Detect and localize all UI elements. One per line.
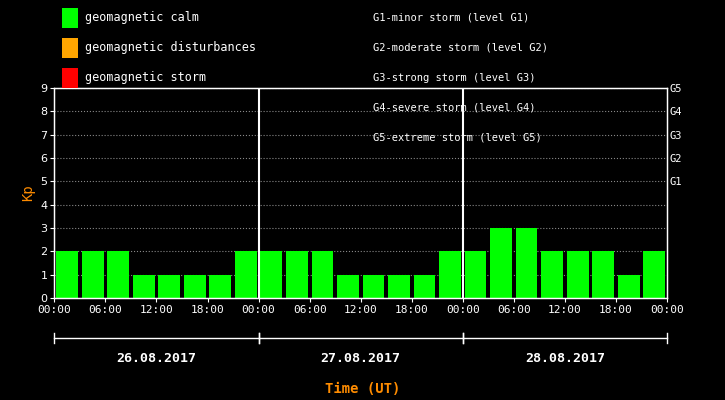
Bar — [567, 251, 589, 298]
Text: Time (UT): Time (UT) — [325, 382, 400, 396]
Bar — [210, 275, 231, 298]
Bar — [439, 251, 461, 298]
Bar — [158, 275, 180, 298]
Y-axis label: Kp: Kp — [21, 185, 35, 201]
Bar — [618, 275, 639, 298]
Bar — [133, 275, 154, 298]
Bar — [107, 251, 129, 298]
Text: geomagnetic calm: geomagnetic calm — [85, 12, 199, 24]
Bar — [82, 251, 104, 298]
Bar — [592, 251, 614, 298]
Bar — [515, 228, 537, 298]
Bar — [184, 275, 206, 298]
Bar — [286, 251, 307, 298]
Bar — [362, 275, 384, 298]
Bar — [260, 251, 282, 298]
Bar — [235, 251, 257, 298]
Bar — [542, 251, 563, 298]
Bar — [388, 275, 410, 298]
Text: 27.08.2017: 27.08.2017 — [320, 352, 401, 365]
Bar — [490, 228, 512, 298]
Bar — [643, 251, 665, 298]
Text: geomagnetic disturbances: geomagnetic disturbances — [85, 42, 256, 54]
Bar — [465, 251, 486, 298]
Text: 26.08.2017: 26.08.2017 — [117, 352, 196, 365]
Bar — [312, 251, 334, 298]
Text: geomagnetic storm: geomagnetic storm — [85, 72, 206, 84]
Text: 28.08.2017: 28.08.2017 — [525, 352, 605, 365]
Bar — [57, 251, 78, 298]
Text: G5-extreme storm (level G5): G5-extreme storm (level G5) — [373, 133, 542, 143]
Text: G4-severe storm (level G4): G4-severe storm (level G4) — [373, 103, 536, 113]
Text: G3-strong storm (level G3): G3-strong storm (level G3) — [373, 73, 536, 83]
Bar — [337, 275, 359, 298]
Text: G2-moderate storm (level G2): G2-moderate storm (level G2) — [373, 43, 548, 53]
Text: G1-minor storm (level G1): G1-minor storm (level G1) — [373, 13, 530, 23]
Bar — [414, 275, 435, 298]
